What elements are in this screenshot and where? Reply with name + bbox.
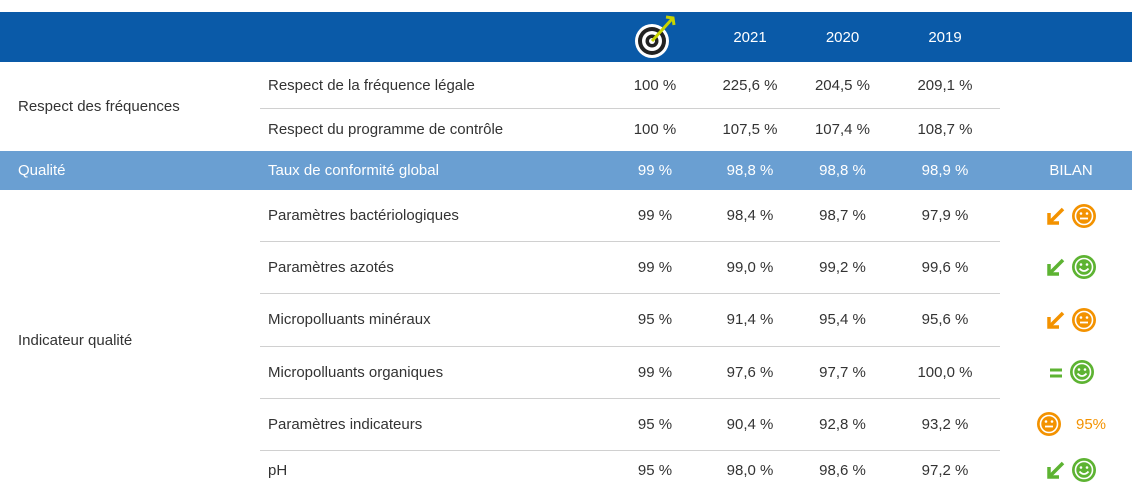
bilan-text: 95% <box>1075 415 1107 433</box>
target: 99 % <box>637 258 673 276</box>
value: 91,4 % <box>726 311 774 328</box>
year: 2021 <box>733 28 767 46</box>
table-row: Paramètres azotés 99 % 99,0 % 99,2 % 99,6 % <box>0 241 1132 293</box>
value: 99,2 % <box>819 258 866 276</box>
value: 107,4 % <box>814 121 871 138</box>
row-label: Paramètres indicateurs <box>268 415 423 433</box>
value: 97,7 % <box>819 363 866 381</box>
quality-row: Qualité Taux de conformité global 99 % 9… <box>0 151 1132 190</box>
bilan-header: BILAN <box>1049 162 1093 179</box>
year: 2020 <box>825 28 860 46</box>
row-label: Paramètres azotés <box>268 258 394 276</box>
value: 225,6 % <box>722 76 778 94</box>
row-separator <box>260 293 1000 294</box>
bilan <box>1010 450 1132 490</box>
table-row: pH 95 % 98,0 % 98,6 % 97,2 % <box>0 450 1132 490</box>
target: 99 % <box>637 363 673 381</box>
value: 98,4 % <box>726 207 774 224</box>
row-label: Micropolluants organiques <box>268 363 444 381</box>
value: 98,0 % <box>726 461 774 479</box>
value: 204,5 % <box>814 76 871 94</box>
group-label: Indicateur qualité <box>18 331 133 349</box>
table-row: Respect du programme de contrôle 100 % 107… <box>0 108 1132 151</box>
value: 98,6 % <box>819 461 866 479</box>
value: 97,6 % <box>726 363 774 381</box>
target: 95 % <box>637 461 673 479</box>
table-row: Paramètres bactériologiques 99 % 98,4 % 98,… <box>0 190 1132 241</box>
value: 99,6 % <box>921 258 969 276</box>
row-separator <box>260 398 1000 399</box>
bilan <box>1010 190 1132 241</box>
bilan <box>1010 346 1132 398</box>
value: 107,5 % <box>722 121 778 138</box>
target: 100 % <box>633 76 677 94</box>
target-icon <box>620 12 690 62</box>
value: 93,2 % <box>921 415 969 433</box>
table-row: Micropolluants minéraux 95 % 91,4 % 95,4 % 9… <box>0 293 1132 346</box>
value: 90,4 % <box>726 415 774 433</box>
value: 108,7 % <box>917 121 973 138</box>
group-label: Respect des fréquences <box>18 98 180 115</box>
row-separator <box>260 346 1000 347</box>
row-label: Taux de conformité global <box>268 162 439 179</box>
target: 95 % <box>637 415 673 433</box>
target: 100 % <box>633 121 677 138</box>
year: 2019 <box>928 28 962 46</box>
value: 95,6 % <box>921 311 969 328</box>
group-label: Qualité <box>18 162 66 179</box>
value: 97,9 % <box>921 207 969 224</box>
target: 99 % <box>637 162 673 179</box>
bilan <box>1010 293 1132 346</box>
header-row: 2021 2020 2019 <box>0 12 1132 62</box>
value: 98,7 % <box>819 207 866 224</box>
value: 98,8 % <box>819 162 866 179</box>
value: 209,1 % <box>917 76 973 94</box>
target: 95 % <box>637 311 673 328</box>
value: 98,8 % <box>726 162 774 179</box>
table-row: Paramètres indicateurs 95 % 90,4 % 92,8 % 93… <box>0 398 1132 450</box>
row-separator <box>260 241 1000 242</box>
row-label: Micropolluants minéraux <box>268 311 431 328</box>
value: 95,4 % <box>819 311 866 328</box>
value: 92,8 % <box>819 415 866 433</box>
row-label: Respect de la fréquence légale <box>268 76 475 94</box>
value: 99,0 % <box>726 258 774 276</box>
bilan <box>1010 241 1132 293</box>
target: 99 % <box>637 207 673 224</box>
row-label: Paramètres bactériologiques <box>268 207 459 224</box>
table-row: Micropolluants organiques 99 % 97,6 % 97,7 … <box>0 346 1132 398</box>
value: 98,9 % <box>921 162 969 179</box>
row-separator <box>260 450 1000 451</box>
bilan: 95% <box>1010 398 1132 450</box>
value: 97,2 % <box>921 461 969 479</box>
value: 100,0 % <box>917 363 973 381</box>
table-row: Respect de la fréquence légale 100 % 225,6… <box>0 62 1132 108</box>
row-separator <box>260 108 1000 109</box>
row-label: Respect du programme de contrôle <box>268 121 504 138</box>
row-label: pH <box>268 461 288 479</box>
